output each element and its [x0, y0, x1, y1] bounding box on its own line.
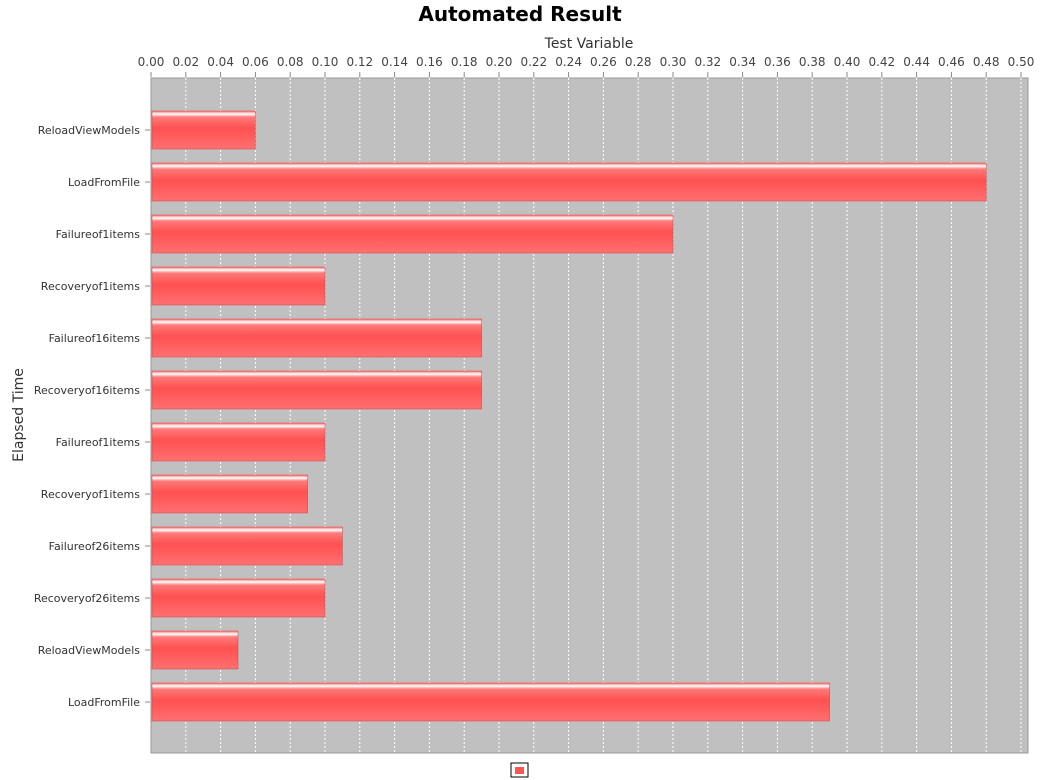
bar — [151, 266, 326, 306]
bar — [151, 474, 308, 514]
category-label: ReloadViewModels — [38, 124, 141, 137]
x-tick-label: 0.30 — [660, 55, 687, 69]
category-label: Failureof16items — [49, 332, 141, 345]
category-label: Failureof26items — [49, 540, 141, 553]
bars — [151, 110, 987, 722]
x-tick-label: 0.02 — [172, 55, 199, 69]
category-label: Recoveryof26items — [34, 592, 140, 605]
x-tick-label: 0.34 — [729, 55, 756, 69]
x-tick-label: 0.46 — [938, 55, 965, 69]
category-label: Recoveryof16items — [34, 384, 140, 397]
category-labels: ReloadViewModels LoadFromFile Failureof1it… — [34, 124, 150, 709]
x-tick-label: 0.16 — [416, 55, 443, 69]
bar — [151, 526, 343, 566]
chart-title: Automated Result — [418, 2, 622, 26]
x-tick-label: 0.14 — [381, 55, 408, 69]
category-label: LoadFromFile — [68, 176, 140, 189]
x-tick-label: 0.06 — [242, 55, 269, 69]
bar — [151, 110, 256, 150]
x-tick-label: 0.50 — [1008, 55, 1035, 69]
x-tick-label: 0.24 — [555, 55, 582, 69]
x-tick-label: 0.32 — [694, 55, 721, 69]
x-axis-label: Test Variable — [544, 36, 634, 52]
x-tick-label: 0.12 — [346, 55, 373, 69]
bar — [151, 578, 326, 618]
bar — [151, 318, 482, 358]
x-axis-ticks: 0.00 0.02 0.04 0.06 0.08 0.10 0.12 0.14 0.16 0.18… — [138, 55, 1035, 77]
legend-swatch — [515, 767, 524, 774]
bar — [151, 162, 987, 202]
category-label: Recoveryof1items — [41, 488, 140, 501]
x-tick-label: 0.48 — [973, 55, 1000, 69]
x-tick-label: 0.22 — [520, 55, 547, 69]
x-tick-label: 0.26 — [590, 55, 617, 69]
bar — [151, 422, 326, 462]
bar — [151, 630, 239, 670]
legend — [510, 762, 529, 778]
bar — [151, 214, 674, 254]
bar — [151, 370, 482, 410]
category-label: Failureof1items — [56, 436, 141, 449]
x-tick-label: 0.36 — [764, 55, 791, 69]
x-tick-label: 0.20 — [486, 55, 513, 69]
bar — [151, 682, 830, 722]
category-label: LoadFromFile — [68, 696, 140, 709]
x-tick-label: 0.18 — [451, 55, 478, 69]
x-tick-label: 0.00 — [138, 55, 165, 69]
x-tick-label: 0.08 — [277, 55, 304, 69]
x-tick-label: 0.44 — [903, 55, 930, 69]
category-label: ReloadViewModels — [38, 644, 141, 657]
category-label: Failureof1items — [56, 228, 141, 241]
x-tick-label: 0.10 — [312, 55, 339, 69]
y-axis-label: Elapsed Time — [11, 368, 27, 462]
category-label: Recoveryof1items — [41, 280, 140, 293]
x-tick-label: 0.04 — [207, 55, 234, 69]
x-tick-label: 0.38 — [799, 55, 826, 69]
x-tick-label: 0.28 — [625, 55, 652, 69]
x-tick-label: 0.40 — [834, 55, 861, 69]
x-tick-label: 0.42 — [868, 55, 895, 69]
